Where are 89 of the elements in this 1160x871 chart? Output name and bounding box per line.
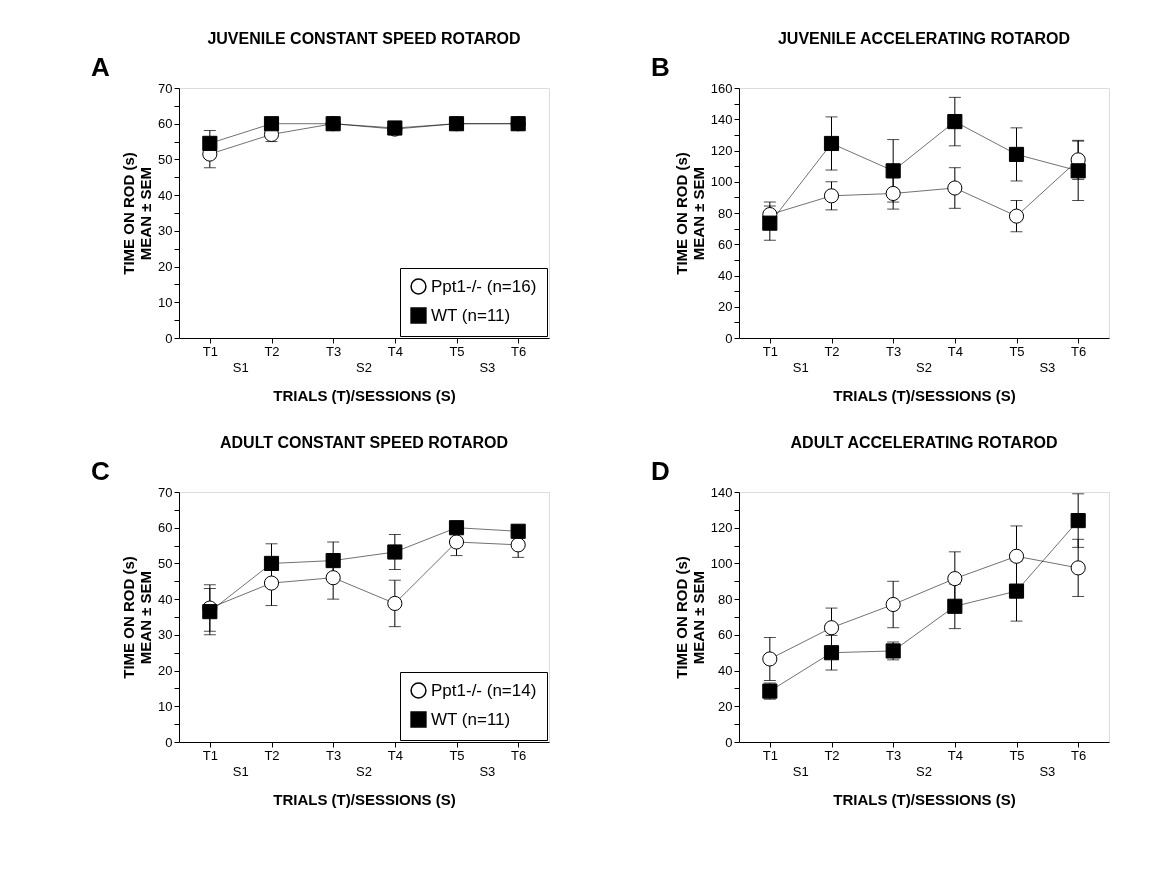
x-tick-label: T6: [1071, 343, 1087, 359]
x-tick-label: T5: [449, 343, 465, 359]
y-axis-title: TIME ON ROD (s) MEAN ± SEM: [120, 152, 155, 275]
y-tick-label: 40: [158, 187, 173, 203]
y-tick-label: 0: [725, 734, 733, 750]
x-tick-label: T2: [824, 747, 840, 763]
y-axis-title: TIME ON ROD (s) MEAN ± SEM: [672, 152, 707, 275]
y-tick-label: 160: [710, 80, 733, 96]
x-axis-title: TRIALS (T)/SESSIONS (S): [833, 386, 1016, 404]
x-tick-label: T6: [511, 747, 527, 763]
text: C: [91, 456, 110, 486]
y-tick-label: 20: [158, 259, 173, 275]
y-tick-label: 60: [718, 236, 733, 252]
x-tick-label: T2: [824, 343, 840, 359]
x-tick-label: T1: [762, 343, 778, 359]
text: S1: [232, 764, 249, 779]
text: S3: [479, 360, 496, 375]
y-tick-label: 120: [710, 520, 733, 536]
x-tick-label: T4: [387, 747, 403, 763]
text: S1: [792, 360, 809, 375]
chart-title: ADULT ACCELERATING ROTAROD: [790, 434, 1058, 451]
x-tick-label: T3: [886, 343, 902, 359]
y-tick-label: 80: [718, 205, 733, 221]
x-tick-label: T3: [326, 343, 342, 359]
x-tick-label: T6: [511, 343, 527, 359]
legend-label: WT (n=11): [431, 305, 511, 325]
y-tick-label: 140: [710, 111, 733, 127]
y-axis-title: TIME ON ROD (s) MEAN ± SEM: [120, 556, 155, 679]
x-tick-label: T1: [202, 343, 218, 359]
text: B: [651, 52, 670, 82]
y-tick-label: 20: [718, 299, 733, 315]
text: S1: [792, 764, 809, 779]
y-tick-label: 60: [158, 116, 173, 132]
chart-title: ADULT CONSTANT SPEED ROTAROD: [220, 434, 508, 451]
y-tick-label: 100: [710, 555, 733, 571]
y-tick-label: 40: [718, 268, 733, 283]
x-tick-label: T4: [947, 343, 963, 359]
y-tick-label: 40: [718, 663, 733, 679]
text: S2: [916, 360, 932, 375]
y-tick-label: 0: [725, 330, 733, 346]
text: A: [91, 52, 110, 82]
text: S2: [356, 360, 372, 375]
text: S3: [1039, 360, 1056, 375]
x-axis-title: TRIALS (T)/SESSIONS (S): [833, 790, 1016, 808]
y-tick-label: 0: [165, 734, 173, 750]
x-tick-label: T6: [1071, 747, 1087, 763]
x-tick-label: T4: [387, 343, 403, 359]
x-tick-label: T4: [947, 747, 963, 763]
y-tick-label: 10: [158, 294, 173, 310]
y-tick-label: 20: [158, 663, 173, 679]
x-axis-title: TRIALS (T)/SESSIONS (S): [273, 386, 456, 404]
x-tick-label: T1: [202, 747, 218, 763]
text: D: [651, 456, 670, 486]
x-tick-label: T3: [886, 747, 902, 763]
x-tick-label: T1: [762, 747, 778, 763]
y-tick-label: 100: [710, 174, 733, 190]
text: S2: [916, 764, 932, 779]
legend-label: WT (n=11): [431, 709, 511, 729]
y-tick-label: 70: [158, 484, 173, 500]
text: S3: [1039, 764, 1056, 779]
y-tick-label: 60: [718, 627, 733, 643]
y-tick-label: 30: [158, 223, 173, 239]
text: S3: [479, 764, 496, 779]
legend-label: Ppt1-/- (n=16): [431, 276, 537, 296]
y-tick-label: 80: [718, 591, 733, 607]
y-tick-label: 70: [158, 80, 173, 96]
legend-label: Ppt1-/- (n=14): [431, 680, 537, 700]
chart-title: JUVENILE ACCELERATING ROTAROD: [777, 30, 1071, 47]
y-tick-label: 120: [710, 143, 733, 158]
y-tick-label: 20: [718, 698, 733, 714]
y-tick-label: 30: [158, 627, 173, 643]
x-tick-label: T2: [264, 343, 280, 359]
y-tick-label: 0: [165, 330, 173, 346]
y-tick-label: 50: [158, 151, 173, 167]
y-tick-label: 50: [158, 555, 173, 571]
chart-title: JUVENILE CONSTANT SPEED ROTAROD: [207, 30, 521, 47]
y-axis-title: TIME ON ROD (s) MEAN ± SEM: [672, 556, 707, 679]
x-tick-label: T2: [264, 747, 280, 763]
text: S1: [232, 360, 249, 375]
y-tick-label: 40: [158, 591, 173, 607]
x-tick-label: T5: [449, 747, 465, 763]
y-tick-label: 140: [710, 484, 733, 500]
x-tick-label: T5: [1009, 747, 1025, 763]
y-tick-label: 10: [158, 698, 173, 714]
x-axis-title: TRIALS (T)/SESSIONS (S): [273, 790, 456, 808]
y-tick-label: 60: [158, 520, 173, 536]
text: S2: [356, 764, 372, 779]
x-tick-label: T5: [1009, 343, 1025, 359]
x-tick-label: T3: [326, 747, 342, 763]
